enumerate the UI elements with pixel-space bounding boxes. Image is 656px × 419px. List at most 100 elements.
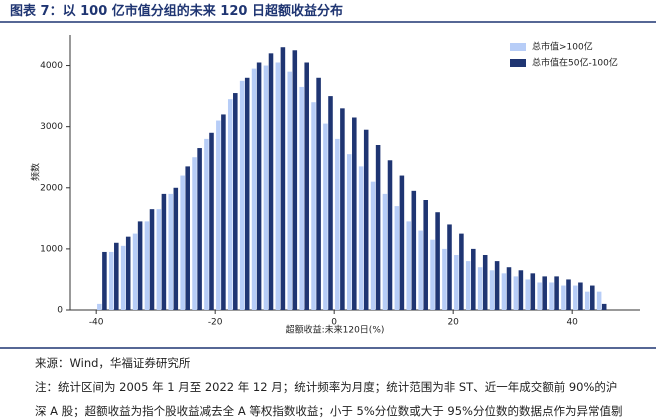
bar — [156, 209, 162, 310]
bar — [482, 255, 488, 310]
bar — [549, 282, 554, 310]
bar — [251, 68, 257, 310]
bar — [149, 209, 155, 310]
bar — [363, 129, 369, 310]
bar — [144, 221, 150, 310]
bar — [537, 282, 542, 310]
bar — [477, 267, 483, 310]
bar — [233, 93, 238, 310]
bar — [573, 285, 578, 310]
bar — [204, 138, 209, 310]
bar — [435, 212, 440, 310]
bar — [328, 96, 333, 310]
bar — [411, 190, 417, 310]
x-axis-label: 超额收益:未来120日(%) — [286, 324, 385, 336]
bar — [173, 187, 179, 310]
bar — [370, 181, 376, 310]
bar — [263, 65, 269, 310]
bar — [185, 166, 190, 310]
y-tick-label: 0 — [57, 306, 63, 316]
x-tick-label: -40 — [89, 318, 104, 328]
legend-swatch — [510, 43, 526, 51]
y-tick-label: 3000 — [40, 122, 63, 132]
figure-title: 图表 7：以 100 亿市值分组的未来 120 日超额收益分布 — [10, 4, 343, 19]
bar — [406, 221, 412, 310]
bar — [454, 255, 459, 310]
bar — [209, 132, 214, 310]
bar — [399, 175, 405, 310]
bar — [489, 270, 495, 310]
y-axis-label: 频数 — [30, 163, 42, 181]
x-tick-label: 0 — [331, 318, 337, 328]
bar — [471, 248, 476, 310]
bar — [566, 279, 571, 310]
y-tick-label: 4000 — [40, 61, 63, 71]
bar — [442, 248, 447, 310]
y-tick-label: 2000 — [40, 183, 63, 193]
x-tick-label: 40 — [566, 318, 578, 328]
bar — [299, 86, 304, 310]
bar — [525, 279, 531, 310]
bar — [125, 236, 131, 310]
bar — [227, 99, 233, 311]
bar — [280, 47, 286, 310]
source: 来源：Wind，华福证券研究所 — [35, 356, 191, 370]
bar — [418, 230, 423, 310]
bar — [275, 62, 281, 310]
legend-label: 总市值>100亿 — [532, 41, 593, 53]
bar — [513, 276, 519, 310]
x-tick-label: -20 — [208, 318, 223, 328]
bar — [316, 77, 321, 311]
bar — [459, 233, 464, 310]
bar — [168, 193, 174, 310]
bar — [161, 193, 167, 310]
bar — [358, 166, 364, 310]
bar — [268, 53, 274, 310]
bar — [506, 267, 512, 310]
bar — [394, 206, 400, 310]
bar — [256, 62, 262, 310]
bar — [530, 273, 536, 310]
bar — [97, 303, 102, 310]
bar — [494, 261, 500, 310]
bar — [137, 221, 143, 310]
note-line: 深 A 股；超额收益为指个股收益减去全 A 等权指数收益；小于 5%分位数或大于… — [35, 404, 623, 418]
bar — [197, 148, 202, 310]
bar — [102, 251, 107, 310]
y-tick-label: 1000 — [40, 244, 63, 254]
bar — [590, 285, 595, 310]
bar — [114, 242, 119, 310]
bar — [221, 114, 226, 310]
bar — [554, 276, 559, 310]
bar — [292, 50, 298, 311]
bar — [132, 233, 138, 310]
bar — [239, 80, 245, 310]
bar — [375, 145, 381, 310]
bar — [501, 273, 507, 310]
bar — [387, 160, 393, 310]
bar — [335, 138, 340, 310]
bar — [596, 291, 602, 310]
bar — [542, 276, 547, 310]
bar — [518, 270, 524, 310]
legend-swatch — [510, 59, 526, 67]
bar — [382, 193, 388, 310]
bar — [216, 120, 221, 310]
bar — [584, 291, 590, 310]
bar — [192, 157, 197, 310]
bar — [120, 245, 126, 310]
bar — [180, 175, 185, 310]
legend-label: 总市值在50亿-100亿 — [532, 57, 618, 69]
note-line: 注：统计区间为 2005 年 1 月至 2022 年 12 月；统计频率为月度；… — [35, 380, 618, 394]
bar — [465, 261, 471, 310]
bar — [244, 77, 250, 311]
bar — [304, 62, 309, 310]
bar — [108, 251, 114, 310]
bar — [601, 303, 607, 310]
bar — [430, 239, 435, 310]
bar — [352, 117, 357, 310]
bar — [578, 282, 583, 310]
bar — [447, 224, 452, 310]
bar — [340, 108, 345, 310]
